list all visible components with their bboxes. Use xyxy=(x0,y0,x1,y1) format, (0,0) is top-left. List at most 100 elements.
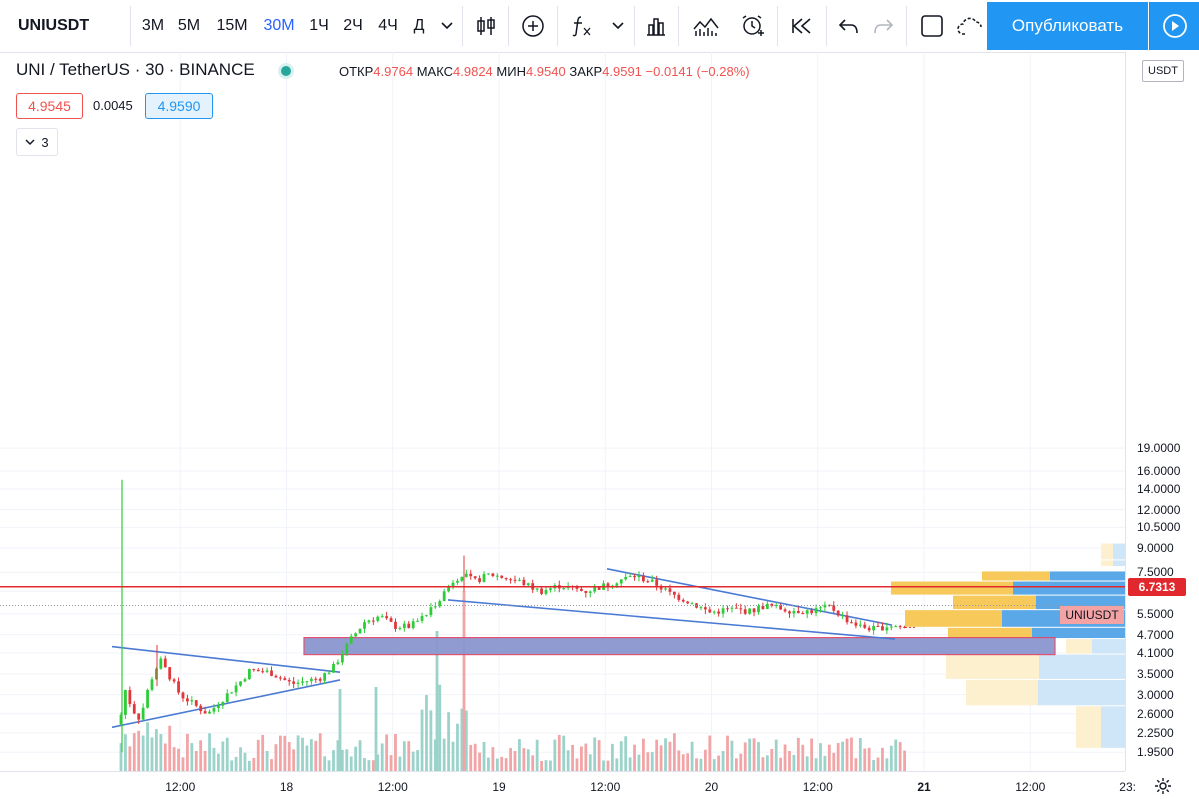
candle-body xyxy=(584,590,588,593)
interval-1h[interactable]: 1Ч xyxy=(309,17,329,34)
indicators-fx-icon[interactable] xyxy=(564,0,600,52)
price-axis[interactable] xyxy=(1125,52,1199,771)
chart-type-candles-icon[interactable] xyxy=(468,0,504,52)
interval-30m[interactable]: 30М xyxy=(263,17,295,34)
volume-bar xyxy=(141,735,145,771)
candle-body xyxy=(770,603,774,606)
candle-body xyxy=(358,628,362,634)
chart-settings-gear-icon[interactable] xyxy=(1126,772,1199,799)
candle-body xyxy=(150,679,154,690)
interval-5m[interactable]: 5М xyxy=(177,17,201,34)
publish-button[interactable]: Опубликовать xyxy=(987,2,1148,50)
symbol-title[interactable]: UNI / TetherUS · 30 · BINANCE xyxy=(16,60,255,79)
alert-add-icon[interactable] xyxy=(734,0,772,52)
volume-bar xyxy=(566,750,570,771)
interval-3m[interactable]: 3М xyxy=(141,17,165,34)
candle-body xyxy=(394,621,397,629)
replay-icon[interactable] xyxy=(782,0,822,52)
volume-bar xyxy=(349,756,353,771)
candle-body xyxy=(549,588,552,590)
financials-icon[interactable] xyxy=(638,0,674,52)
volume-bar xyxy=(681,754,685,771)
candle-body xyxy=(681,599,685,602)
volume-bar xyxy=(181,757,185,771)
interval-dropdown-icon[interactable] xyxy=(436,0,458,52)
volume-bar xyxy=(854,758,858,771)
symbol-search[interactable]: UNIUSDT xyxy=(18,17,90,34)
indicators-dropdown-icon[interactable] xyxy=(606,0,630,52)
candle-body xyxy=(850,622,853,624)
volume-bar xyxy=(420,709,424,771)
volume-bar xyxy=(327,760,331,771)
volume-bar xyxy=(394,733,397,771)
profile-bar-up xyxy=(1050,571,1125,581)
price-tick-label: 4.1000 xyxy=(1137,645,1174,660)
candle-body xyxy=(699,607,703,609)
profile-bar-down xyxy=(953,595,1036,610)
support-zone xyxy=(303,636,1056,656)
volume-bar xyxy=(261,734,265,771)
volume-bar xyxy=(827,744,831,771)
price-tick-label: 10.5000 xyxy=(1137,520,1181,535)
candle-body xyxy=(221,701,225,706)
undo-icon[interactable] xyxy=(832,0,866,52)
candle-body xyxy=(137,713,141,720)
price-tick-label: 2.6000 xyxy=(1137,706,1174,721)
price-tick-label: 4.7000 xyxy=(1137,627,1174,642)
volume-bar xyxy=(792,754,796,771)
currency-badge[interactable]: USDT xyxy=(1142,60,1184,82)
fullscreen-square-icon[interactable] xyxy=(912,0,952,52)
volume-bar xyxy=(252,757,256,771)
volume-bar xyxy=(588,754,592,771)
templates-icon[interactable] xyxy=(684,0,728,52)
volume-bar xyxy=(402,741,406,771)
interval-2h[interactable]: 2Ч xyxy=(343,17,363,34)
candle-body xyxy=(327,672,331,674)
candle-body xyxy=(562,588,566,590)
candle-body xyxy=(159,658,163,669)
volume-bar xyxy=(805,756,809,771)
volume-bar xyxy=(190,743,194,771)
candle-body xyxy=(128,690,132,705)
volume-bar xyxy=(230,760,234,771)
profile-bar-down xyxy=(1076,706,1101,748)
time-axis[interactable] xyxy=(0,771,1125,799)
buy-price-button[interactable]: 4.9590 xyxy=(145,93,213,119)
interval-4h[interactable]: 4Ч xyxy=(378,17,398,34)
volume-bar xyxy=(278,735,282,771)
candle-body xyxy=(734,607,738,609)
play-button[interactable] xyxy=(1149,2,1199,50)
volume-bar xyxy=(677,750,681,771)
chart-grid xyxy=(0,52,1129,771)
compare-add-icon[interactable] xyxy=(514,0,552,52)
candle-body xyxy=(208,711,211,714)
volume-bar xyxy=(730,740,734,771)
volume-bar xyxy=(155,729,158,771)
volume-bar xyxy=(655,739,659,771)
volume-bar xyxy=(889,745,893,771)
volume-bar xyxy=(478,752,481,771)
candle-body xyxy=(717,611,721,614)
volume-bar xyxy=(774,739,778,771)
volume-bar xyxy=(814,758,818,771)
volume-bar xyxy=(562,735,566,771)
price-tick-label: 19.0000 xyxy=(1137,441,1181,456)
indicators-toggle[interactable]: 3 xyxy=(16,128,58,156)
candle-body xyxy=(765,603,769,610)
sell-price-button[interactable]: 4.9545 xyxy=(16,93,83,119)
candle-body xyxy=(305,681,309,683)
volume-bar xyxy=(124,734,127,771)
volume-bar xyxy=(726,735,729,771)
symbol-last-price-tag: UNIUSDT xyxy=(1060,605,1124,624)
candle-body xyxy=(469,573,473,577)
candle-body xyxy=(792,611,796,614)
cloud-save-icon[interactable] xyxy=(956,0,988,52)
interval-1d[interactable]: Д xyxy=(413,17,425,34)
volume-bar xyxy=(456,723,459,771)
volume-bar xyxy=(208,733,211,771)
redo-icon[interactable] xyxy=(866,0,900,52)
volume-bar xyxy=(584,743,588,771)
candle-body xyxy=(274,675,278,678)
interval-15m[interactable]: 15М xyxy=(216,17,248,34)
